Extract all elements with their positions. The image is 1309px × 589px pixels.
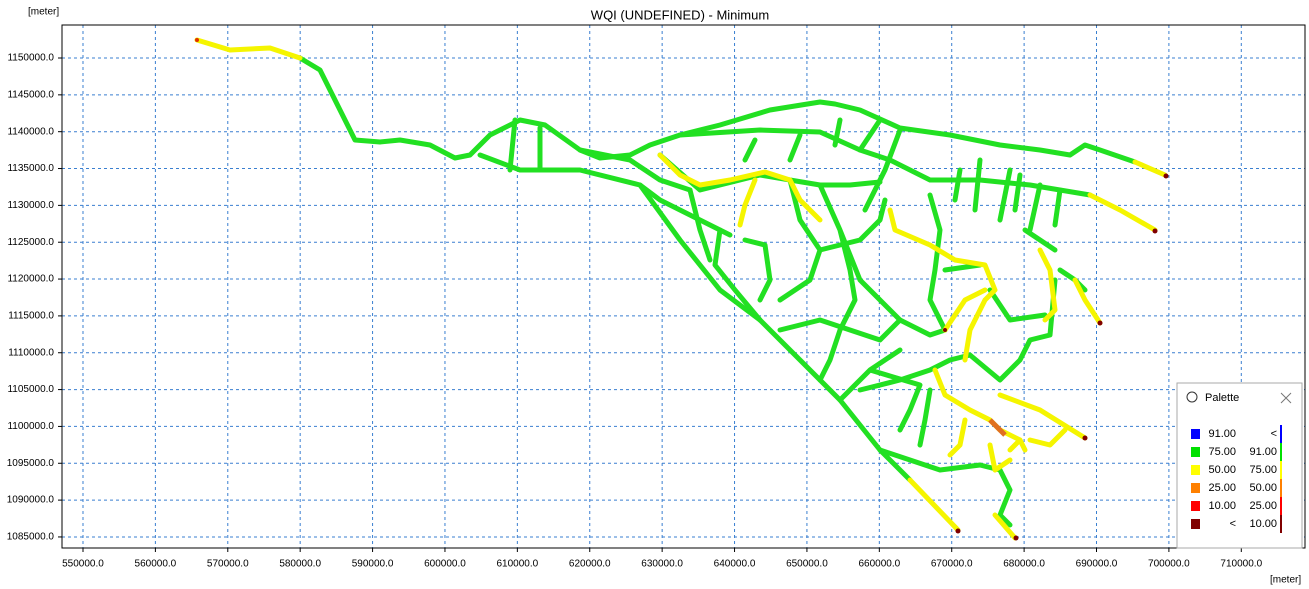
plot-frame [61,24,1306,549]
y-tick-label: 1110000.0 [8,347,54,358]
palette-high: 25.00 [1249,500,1277,512]
x-tick-label: 600000.0 [424,559,466,570]
palette-low: 91.00 [1208,428,1236,440]
palette-window: Palette 91.00 <75.00 91.00 50.00 75.00 25.00 5… [1176,382,1303,549]
palette-low: 25.00 [1208,482,1236,494]
y-tick-label: 1125000.0 [7,237,54,248]
x-tick-label: 640000.0 [714,559,756,570]
chart-title: WQI (UNDEFINED) - Minimum [591,7,769,22]
river-segment [988,418,1007,437]
x-tick-label: 550000.0 [62,559,104,570]
palette-swatch [1191,483,1200,493]
y-tick-label: 1085000.0 [7,532,55,543]
palette-bar [1280,425,1282,443]
y-tick-label: 1115000.0 [8,311,54,322]
x-tick-label: 670000.0 [931,559,973,570]
y-tick-label: 1140000.0 [7,126,54,137]
x-tick-label: 620000.0 [569,559,611,570]
x-tick-label: 560000.0 [135,559,177,570]
y-tick-label: 1145000.0 [7,89,54,100]
x-tick-label: 570000.0 [207,559,249,570]
palette-swatch [1191,465,1200,475]
river-network [297,55,1138,528]
palette-high: 10.00 [1249,518,1277,530]
palette-low: < [1230,518,1236,530]
palette-bar [1280,479,1282,497]
y-tick-label: 1105000.0 [7,384,54,395]
y-tick-label: 1090000.0 [7,495,55,506]
x-tick-label: 680000.0 [1003,559,1045,570]
close-button[interactable] [1280,392,1292,404]
y-tick-label: 1100000.0 [7,421,54,432]
y-tick-label: 1095000.0 [7,458,55,469]
palette-swatch [1191,447,1200,457]
x-tick-label: 690000.0 [1076,559,1118,570]
palette-swatch [1191,519,1200,529]
palette-bar [1280,443,1282,461]
palette-high: 50.00 [1249,482,1277,494]
x-tick-label: 580000.0 [279,559,321,570]
x-tick-label: 590000.0 [352,559,394,570]
x-tick-label: 710000.0 [1220,559,1262,570]
palette-title: Palette [1205,392,1239,404]
x-axis-label: [meter] [1270,575,1301,586]
palette-low: 50.00 [1208,464,1236,476]
y-tick-label: 1150000.0 [7,53,54,64]
palette-high: 75.00 [1249,464,1277,476]
y-tick-label: 1130000.0 [7,200,54,211]
y-axis-label: [meter] [28,7,59,18]
palette-bar [1280,497,1282,515]
y-tick-label: 1120000.0 [7,274,54,285]
palette-low: 10.00 [1208,500,1236,512]
x-tick-label: 630000.0 [641,559,683,570]
palette-high: < [1271,428,1277,440]
palette-high: 91.00 [1249,446,1277,458]
palette-icon [1186,391,1198,403]
river-outlets [195,38,1169,541]
palette-bar [1280,515,1282,533]
palette-swatch [1191,501,1200,511]
x-tick-label: 650000.0 [786,559,828,570]
x-tick-label: 610000.0 [496,559,538,570]
palette-low: 75.00 [1208,446,1236,458]
x-tick-label: 660000.0 [858,559,900,570]
palette-bar [1280,461,1282,479]
y-tick-label: 1135000.0 [7,163,54,174]
palette-swatch [1191,429,1200,439]
axes: 550000.0 560000.0 570000.0 580000.0 590000.0… [7,24,1306,570]
x-tick-label: 700000.0 [1148,559,1190,570]
